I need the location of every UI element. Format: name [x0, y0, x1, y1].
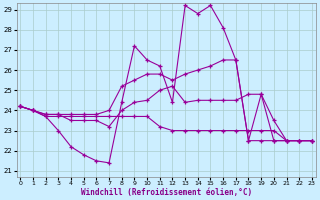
- X-axis label: Windchill (Refroidissement éolien,°C): Windchill (Refroidissement éolien,°C): [81, 188, 252, 197]
